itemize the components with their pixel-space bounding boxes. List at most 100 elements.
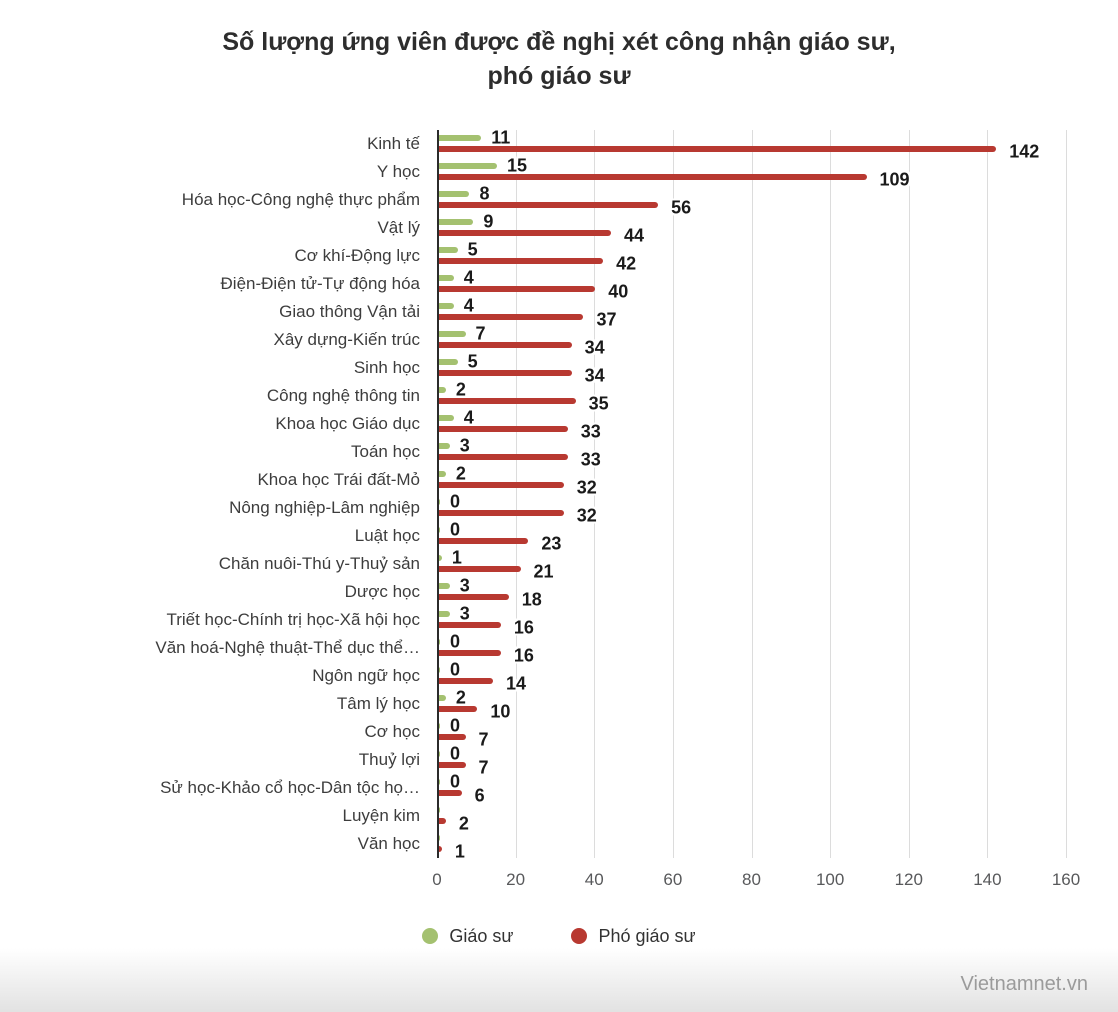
pho-giao-su-bar[interactable] <box>438 173 867 180</box>
giao-su-bar[interactable] <box>438 358 458 365</box>
x-tick-100: 100 <box>815 869 845 889</box>
x-tick-160: 160 <box>1051 869 1081 889</box>
pho-giao-su-bar[interactable] <box>438 257 604 264</box>
pho-giao-su-value-label: 6 <box>474 785 485 805</box>
giao-su-bar[interactable] <box>438 834 440 841</box>
giao-su-bar[interactable] <box>438 190 470 197</box>
giao-su-value-label: 3 <box>459 603 470 623</box>
chart-row: Công nghệ thông tin 2 35 <box>0 379 1118 413</box>
x-tick-0: 0 <box>432 869 442 889</box>
giao-su-bar[interactable] <box>438 414 454 421</box>
x-tick-40: 40 <box>584 869 604 889</box>
pho-giao-su-bar[interactable] <box>438 621 501 628</box>
pho-giao-su-bar[interactable] <box>438 677 494 684</box>
gridline-x-120 <box>908 129 910 858</box>
row-plot: 7 34 <box>429 323 1099 357</box>
gridline-x-60 <box>672 129 674 858</box>
giao-su-bar[interactable] <box>438 722 440 729</box>
giao-su-bar[interactable] <box>438 694 446 701</box>
pho-giao-su-bar[interactable] <box>438 453 568 460</box>
pho-giao-su-bar[interactable] <box>438 229 611 236</box>
giao-su-bar[interactable] <box>438 498 440 505</box>
chart-row: Hóa học-Công nghệ thực phẩm 8 56 <box>0 183 1118 217</box>
pho-giao-su-value-label: 34 <box>584 337 605 357</box>
giao-su-bar[interactable] <box>438 218 474 225</box>
giao-su-bar[interactable] <box>438 554 442 561</box>
giao-su-bar[interactable] <box>438 778 440 785</box>
pho-giao-su-bar[interactable] <box>438 201 659 208</box>
pho-giao-su-bar[interactable] <box>438 593 509 600</box>
pho-giao-su-value-label: 21 <box>533 561 554 581</box>
category-label: Vật lý <box>377 217 420 237</box>
pho-giao-su-value-label: 16 <box>513 617 534 637</box>
giao-su-bar[interactable] <box>438 386 446 393</box>
category-label: Thuỷ lợi <box>358 749 420 769</box>
pho-giao-su-bar[interactable] <box>438 789 462 796</box>
giao-su-value-label: 3 <box>459 435 470 455</box>
pho-giao-su-bar[interactable] <box>438 369 572 376</box>
chart-title-line2: phó giáo sư <box>487 61 631 90</box>
giao-su-bar[interactable] <box>438 442 450 449</box>
giao-su-bar[interactable] <box>438 610 450 617</box>
giao-su-bar[interactable] <box>438 134 482 141</box>
chart-row: Dược học 3 18 <box>0 575 1118 609</box>
legend: Giáo sư Phó giáo sư <box>0 926 1118 947</box>
giao-su-bar[interactable] <box>438 582 450 589</box>
giao-su-bar[interactable] <box>438 638 440 645</box>
giao-su-bar[interactable] <box>438 666 440 673</box>
giao-su-value-label: 8 <box>479 183 490 203</box>
giao-su-bar[interactable] <box>438 162 497 169</box>
gridline-x-160 <box>1066 129 1067 858</box>
giao-su-bar[interactable] <box>438 246 458 253</box>
chart-title: Số lượng ứng viên được đề nghị xét công … <box>129 26 989 94</box>
chart-row: Luật học 0 23 <box>0 519 1118 553</box>
pho-giao-su-bar[interactable] <box>438 537 529 544</box>
pho-giao-su-value-label: 35 <box>588 393 609 413</box>
pho-giao-su-bar[interactable] <box>438 509 564 516</box>
giao-su-bar[interactable] <box>438 806 440 813</box>
pho-giao-su-bar[interactable] <box>438 705 478 712</box>
plot-area: Kinh tế 11 142 Y học 15 109 Hóa học-Công nghệ … <box>0 127 1118 861</box>
giao-su-bar[interactable] <box>438 470 446 477</box>
pho-giao-su-bar[interactable] <box>438 285 596 292</box>
pho-giao-su-bar[interactable] <box>438 397 576 404</box>
giao-su-bar[interactable] <box>438 274 454 281</box>
legend-item-pho-giao-su[interactable]: Phó giáo sư <box>571 926 696 947</box>
giao-su-value-label: 1 <box>451 547 462 567</box>
pho-giao-su-bar[interactable] <box>438 565 521 572</box>
category-label: Văn hoá-Nghệ thuật-Thể dục thể… <box>155 637 420 657</box>
pho-giao-su-bar[interactable] <box>438 733 466 740</box>
legend-item-giao-su[interactable]: Giáo sư <box>422 926 513 947</box>
row-plot: 8 56 <box>429 183 1099 217</box>
pho-giao-su-bar[interactable] <box>438 341 572 348</box>
x-tick-80: 80 <box>742 869 761 889</box>
giao-su-value-label: 2 <box>455 379 466 399</box>
pho-giao-su-bar[interactable] <box>438 313 584 320</box>
category-label: Kinh tế <box>367 133 420 153</box>
pho-giao-su-bar[interactable] <box>438 649 501 656</box>
pho-giao-su-bar[interactable] <box>438 817 446 824</box>
pho-giao-su-value-label: 33 <box>580 421 601 441</box>
chart-row: Triết học-Chính trị học-Xã hội học 3 16 <box>0 603 1118 637</box>
pho-giao-su-bar[interactable] <box>438 761 466 768</box>
chart-row: Văn hoá-Nghệ thuật-Thể dục thể… 0 16 <box>0 631 1118 665</box>
giao-su-value-label: 4 <box>463 295 474 315</box>
giao-su-bar[interactable] <box>438 750 440 757</box>
giao-su-bar[interactable] <box>438 526 440 533</box>
gridline-x-20 <box>515 129 517 858</box>
chart-row: Khoa học Giáo dục 4 33 <box>0 407 1118 441</box>
chart-title-line1: Số lượng ứng viên được đề nghị xét công … <box>222 28 896 56</box>
category-label: Công nghệ thông tin <box>266 385 420 405</box>
pho-giao-su-bar[interactable] <box>438 845 442 852</box>
category-label: Nông nghiệp-Lâm nghiệp <box>229 497 420 517</box>
pho-giao-su-bar[interactable] <box>438 481 564 488</box>
giao-su-bar[interactable] <box>438 330 466 337</box>
watermark: Vietnamnet.vn <box>960 973 1089 995</box>
row-plot: 4 37 <box>429 295 1099 329</box>
chart-row: Kinh tế 11 142 <box>0 127 1118 161</box>
pho-giao-su-bar[interactable] <box>438 145 997 152</box>
pho-giao-su-bar[interactable] <box>438 425 568 432</box>
giao-su-value-label: 5 <box>467 351 478 371</box>
pho-giao-su-value-label: 109 <box>879 169 910 189</box>
giao-su-bar[interactable] <box>438 302 454 309</box>
